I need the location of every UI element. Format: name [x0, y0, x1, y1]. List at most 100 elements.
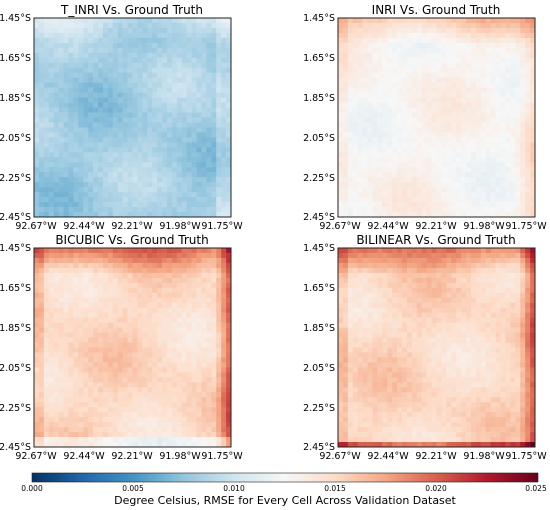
heatmap-cell — [475, 27, 482, 34]
heatmap-cell — [485, 132, 491, 138]
heatmap-cell — [490, 132, 496, 138]
heatmap-cell — [357, 47, 363, 54]
heatmap-cell — [137, 442, 143, 448]
heatmap-cell — [421, 37, 427, 44]
heatmap-cell — [107, 62, 114, 69]
heatmap-cell — [338, 252, 344, 259]
heatmap-cell — [73, 322, 79, 328]
heatmap-cell — [451, 52, 457, 59]
heatmap-cell — [112, 442, 119, 448]
heatmap-cell — [525, 22, 531, 29]
heatmap-cell — [191, 407, 197, 413]
heatmap-cell — [122, 282, 128, 289]
heatmap-cell — [347, 132, 354, 138]
x-tick-label: 92.21°W — [415, 221, 457, 232]
y-tick-label: 2.05°S — [0, 133, 31, 144]
heatmap-cell — [196, 277, 202, 284]
heatmap-cell — [226, 18, 232, 24]
heatmap-cell — [211, 257, 217, 264]
heatmap-cell — [43, 337, 50, 343]
heatmap-cell — [98, 212, 104, 218]
heatmap-cell — [392, 262, 398, 269]
heatmap-cell — [466, 132, 472, 138]
heatmap-cell — [78, 282, 84, 289]
heatmap-cell — [53, 167, 59, 173]
heatmap-cell — [93, 187, 99, 193]
heatmap-cell — [176, 287, 183, 294]
heatmap-cell — [176, 18, 183, 24]
heatmap-cell — [63, 402, 69, 408]
heatmap-cell — [53, 52, 59, 59]
heatmap-cell — [73, 252, 79, 259]
heatmap-cell — [34, 167, 40, 173]
heatmap-cell — [93, 207, 99, 213]
heatmap-cell — [186, 47, 192, 54]
panel-title: BICUBIC Vs. Ground Truth — [55, 233, 208, 247]
heatmap-cell — [78, 147, 84, 153]
heatmap-cell — [226, 422, 232, 428]
heatmap-cell — [132, 37, 138, 44]
heatmap-cell — [98, 287, 104, 294]
heatmap-cell — [53, 327, 59, 333]
heatmap-cell — [357, 172, 363, 178]
heatmap-cell — [505, 112, 511, 118]
heatmap-cell — [83, 82, 89, 88]
heatmap-cell — [88, 122, 94, 128]
heatmap-cell — [48, 72, 54, 78]
heatmap-cell — [480, 162, 487, 168]
heatmap-cell — [152, 47, 158, 54]
heatmap-cell — [505, 127, 511, 133]
heatmap-cell — [357, 202, 363, 208]
heatmap-cell — [157, 82, 163, 88]
heatmap-cell — [196, 97, 202, 103]
heatmap-cell — [147, 97, 153, 103]
heatmap-cell — [122, 67, 128, 74]
heatmap-cell — [451, 172, 457, 178]
heatmap-cell — [226, 117, 232, 123]
heatmap-cell — [147, 112, 153, 118]
heatmap-cell — [107, 287, 114, 294]
heatmap-cell — [157, 192, 163, 198]
heatmap-cell — [416, 72, 423, 78]
heatmap-cell — [387, 47, 393, 54]
heatmap-cell — [206, 387, 212, 393]
heatmap-cell — [162, 102, 168, 108]
heatmap-cell — [352, 82, 358, 88]
heatmap-cell — [206, 207, 212, 213]
heatmap-cell — [122, 372, 128, 378]
heatmap-cell — [431, 127, 437, 133]
heatmap-cell — [196, 27, 202, 34]
heatmap-cell — [495, 62, 501, 69]
heatmap-cell — [461, 252, 467, 259]
heatmap-cell — [470, 112, 477, 118]
heatmap-cell — [117, 42, 123, 49]
heatmap-cell — [362, 262, 368, 269]
heatmap-cell — [147, 382, 153, 388]
heatmap-cell — [426, 248, 432, 254]
heatmap-cell — [63, 292, 69, 299]
heatmap-cell — [475, 37, 482, 44]
heatmap-cell — [122, 367, 128, 373]
heatmap-cell — [73, 42, 79, 49]
heatmap-cell — [162, 177, 168, 183]
heatmap-cell — [83, 248, 89, 254]
heatmap-cell — [426, 177, 432, 183]
heatmap-cell — [132, 182, 138, 188]
heatmap-cell — [43, 27, 50, 34]
heatmap-cell — [93, 272, 99, 279]
heatmap-cell — [107, 162, 114, 168]
heatmap-cell — [53, 97, 59, 103]
heatmap-cell — [78, 127, 84, 133]
heatmap-cell — [162, 267, 168, 274]
heatmap-cell — [382, 72, 388, 78]
heatmap-cell — [416, 117, 423, 123]
heatmap-cell — [382, 127, 388, 133]
heatmap-cell — [411, 262, 418, 269]
heatmap-cell — [406, 192, 413, 198]
heatmap-cell — [73, 357, 79, 363]
heatmap-cell — [347, 82, 354, 88]
heatmap-cell — [152, 207, 158, 213]
heatmap-cell — [191, 327, 197, 333]
heatmap-cell — [520, 67, 526, 74]
heatmap-cell — [461, 177, 467, 183]
